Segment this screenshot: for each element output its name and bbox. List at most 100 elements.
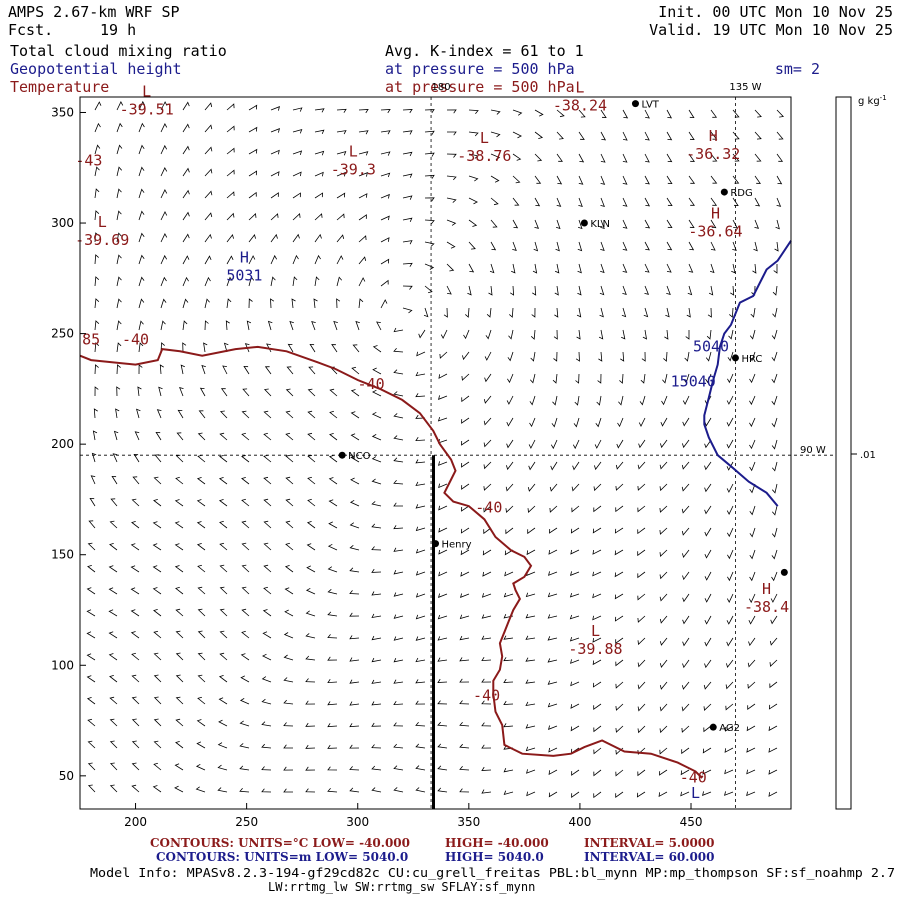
wind-barb (553, 329, 558, 340)
wind-barb (682, 439, 690, 449)
wind-barb (666, 263, 672, 273)
wind-barb (415, 593, 426, 598)
wind-barb (532, 285, 537, 296)
wind-barb (658, 791, 668, 798)
wind-barb (261, 698, 272, 705)
wind-barb (113, 430, 119, 441)
wind-barb (327, 744, 338, 749)
wind-barb (371, 456, 382, 463)
wind-barb (732, 109, 740, 118)
wind-barb (727, 549, 734, 560)
wind-barb (772, 285, 778, 296)
center-kind-label: H (709, 127, 718, 145)
wind-barb (220, 388, 228, 397)
wind-barb (314, 192, 324, 199)
wind-barb (680, 791, 690, 797)
wind-barb (463, 329, 470, 340)
wind-barb (666, 131, 673, 141)
wind-barb (726, 483, 734, 493)
wind-barb (314, 150, 325, 156)
wind-barb (622, 109, 629, 119)
wind-barb (460, 593, 470, 598)
wind-barb (727, 571, 734, 582)
wind-barb (614, 549, 624, 556)
wind-barb (461, 461, 470, 468)
wind-barb (547, 592, 558, 598)
wind-barb (218, 675, 228, 683)
wind-barb (644, 109, 650, 119)
center-value-label: -36.64 (688, 222, 742, 240)
contour-value-label: -43 (75, 152, 102, 170)
wind-barb (503, 700, 514, 705)
wind-barb (263, 410, 272, 419)
wind-barb (305, 655, 316, 661)
wind-barb (640, 373, 646, 384)
wind-barb (226, 103, 235, 111)
wind-barb (555, 219, 561, 230)
wind-barb (328, 455, 338, 463)
contour-value-label: -40 (475, 499, 502, 517)
wind-barb (116, 298, 122, 309)
wind-barb (116, 144, 123, 155)
wind-barb (600, 219, 605, 229)
wind-barb (204, 298, 210, 309)
wind-barb (666, 219, 673, 229)
wind-barb (248, 276, 255, 287)
wind-barb (481, 635, 492, 640)
wind-barb (333, 320, 338, 331)
wind-barb (305, 788, 316, 793)
wind-barb (438, 373, 448, 379)
wind-barb (600, 175, 606, 185)
wind-barb (615, 681, 624, 689)
wind-barb (307, 454, 316, 463)
wind-barb (446, 197, 457, 203)
wind-barb (599, 307, 604, 318)
wind-barb (196, 719, 206, 727)
wind-barb (380, 299, 388, 309)
wind-barb (639, 395, 646, 406)
wind-barb (424, 241, 435, 247)
wind-barb (248, 104, 258, 111)
wind-barb (314, 108, 325, 113)
x-tick-label: 400 (568, 815, 591, 829)
wind-barb (468, 197, 478, 205)
wind-barb (116, 122, 123, 133)
wind-barb (747, 703, 756, 710)
wind-barb (153, 718, 162, 727)
wind-barb (380, 258, 390, 265)
wind-barb (437, 700, 448, 705)
wind-barb (525, 657, 536, 662)
wind-barb (112, 453, 118, 463)
wind-barb (600, 153, 606, 163)
contour-value-label: L (691, 784, 700, 802)
wind-barb (614, 615, 624, 622)
wind-barb (219, 586, 228, 595)
wind-barb (241, 410, 250, 419)
wind-barb (393, 700, 404, 706)
init-time: Init. 00 UTC Mon 10 Nov 25 (658, 3, 893, 21)
wind-barb (575, 351, 580, 362)
wind-barb (291, 298, 296, 309)
wind-barb (309, 343, 316, 353)
wind-barb (526, 791, 536, 797)
wind-barb (688, 263, 694, 273)
wind-barb (507, 373, 514, 384)
y-tick-label: 250 (51, 327, 74, 341)
wind-barb (592, 527, 602, 534)
wind-barb (593, 725, 602, 733)
wind-barb (504, 549, 514, 556)
wind-barb (153, 609, 162, 617)
wind-barb (175, 696, 184, 705)
wind-barb (554, 263, 560, 274)
wind-barb (726, 637, 734, 647)
wind-barb (197, 696, 206, 705)
wind-barb (108, 587, 118, 595)
wind-barb (380, 130, 391, 135)
wind-barb (768, 769, 778, 775)
wind-barb (292, 212, 301, 221)
station-label: AG2 (719, 723, 740, 734)
wind-barb (459, 700, 470, 705)
wind-barb (116, 386, 121, 397)
wind-barb (460, 549, 470, 556)
wind-barb (270, 298, 275, 309)
